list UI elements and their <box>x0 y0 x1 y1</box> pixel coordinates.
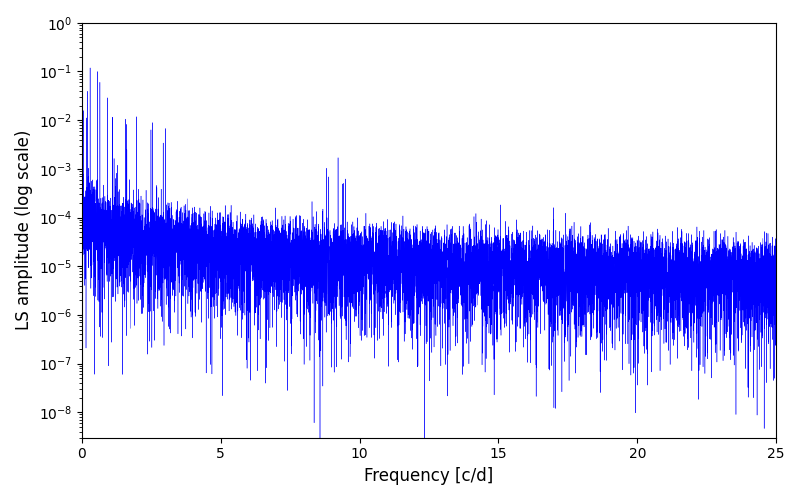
X-axis label: Frequency [c/d]: Frequency [c/d] <box>364 467 494 485</box>
Y-axis label: LS amplitude (log scale): LS amplitude (log scale) <box>15 130 33 330</box>
